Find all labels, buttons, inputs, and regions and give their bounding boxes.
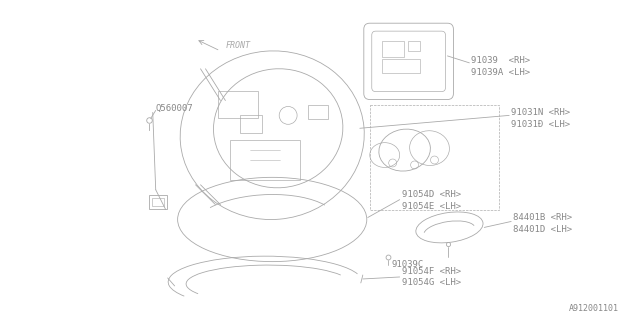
Text: A912001101: A912001101 <box>569 304 619 313</box>
Bar <box>152 198 164 206</box>
Text: 91054E <LH>: 91054E <LH> <box>402 202 461 211</box>
Text: 84401B <RH>: 84401B <RH> <box>513 213 572 222</box>
Bar <box>148 195 166 209</box>
Bar <box>370 106 499 210</box>
Text: Q560007: Q560007 <box>156 104 193 113</box>
Text: 91039C: 91039C <box>392 260 424 268</box>
Text: 91039  <RH>: 91039 <RH> <box>471 56 531 65</box>
Bar <box>408 41 420 51</box>
Text: 91031Ð <LH>: 91031Ð <LH> <box>511 120 570 129</box>
Text: 91031N <RH>: 91031N <RH> <box>511 108 570 117</box>
Bar <box>218 91 259 118</box>
Bar <box>381 59 420 73</box>
Text: FRONT: FRONT <box>225 41 250 50</box>
Text: 91054F <RH>: 91054F <RH> <box>402 267 461 276</box>
Text: 91054G <LH>: 91054G <LH> <box>402 278 461 287</box>
Text: 91054D <RH>: 91054D <RH> <box>402 190 461 199</box>
Text: 84401D <LH>: 84401D <LH> <box>513 225 572 234</box>
Bar <box>230 140 300 180</box>
Bar <box>308 106 328 119</box>
Bar <box>241 116 262 133</box>
Bar <box>381 41 404 57</box>
Text: 91039A <LH>: 91039A <LH> <box>471 68 531 77</box>
